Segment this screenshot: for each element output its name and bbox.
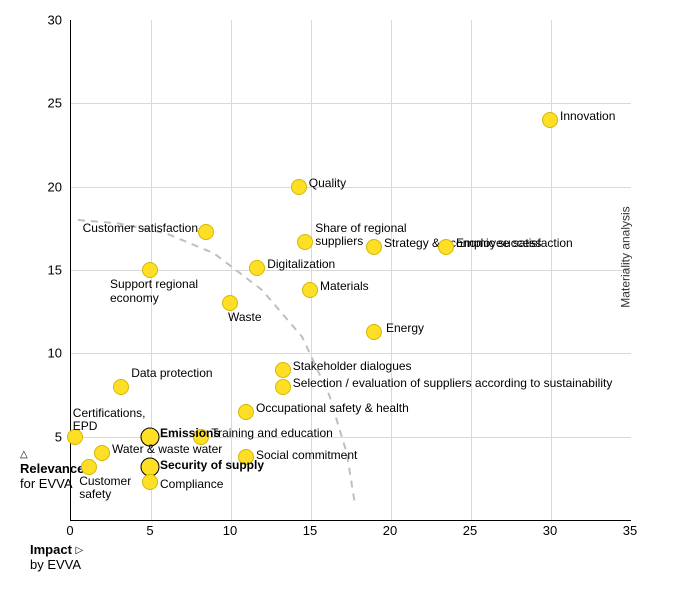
data-point: [142, 474, 158, 490]
data-point: [198, 224, 214, 240]
gridline-h: [71, 103, 631, 104]
data-label: Occupational safety & health: [256, 402, 409, 416]
data-point: [113, 379, 129, 395]
data-label: Certifications,EPD: [73, 407, 146, 435]
data-label: Stakeholder dialogues: [293, 360, 412, 374]
side-caption: Materiality analysis: [618, 206, 632, 307]
data-label: Employee satisfaction: [456, 237, 573, 251]
data-label: Customer satisfaction: [83, 222, 198, 236]
materiality-scatter: Impact ▷ by EVVA △ Relevance for EVVA Ma…: [0, 0, 680, 600]
data-point: [222, 295, 238, 311]
data-label: Social commitment: [256, 449, 357, 463]
data-point: [302, 282, 318, 298]
data-label: Water & waste water: [112, 443, 222, 457]
y-axis-label-sub: for EVVA: [20, 476, 73, 491]
data-label: Materials: [320, 280, 369, 294]
x-tick: 0: [66, 523, 73, 538]
data-point: [366, 324, 382, 340]
gridline-h: [71, 353, 631, 354]
data-point: [291, 179, 307, 195]
x-tick: 35: [623, 523, 637, 538]
y-tick: 10: [48, 346, 62, 361]
x-tick: 30: [543, 523, 557, 538]
data-point: [94, 445, 110, 461]
x-tick: 25: [463, 523, 477, 538]
data-point: [438, 239, 454, 255]
data-label: Quality: [309, 177, 346, 191]
gridline-h: [71, 187, 631, 188]
data-label: Compliance: [160, 478, 223, 492]
data-point: [542, 112, 558, 128]
data-label: Selection / evaluation of suppliers acco…: [293, 377, 613, 391]
y-axis-label: △ Relevance for EVVA: [20, 447, 84, 492]
x-axis-label-sub: by EVVA: [30, 557, 81, 572]
data-point: [275, 362, 291, 378]
data-point: [249, 260, 265, 276]
y-tick: 15: [48, 263, 62, 278]
y-tick: 5: [55, 429, 62, 444]
data-point: [366, 239, 382, 255]
y-tick: 30: [48, 13, 62, 28]
data-label: Security of supply: [160, 459, 264, 473]
data-point: [297, 234, 313, 250]
x-axis-label: Impact ▷ by EVVA: [30, 543, 83, 573]
y-tick: 20: [48, 179, 62, 194]
data-label: Training and education: [211, 427, 333, 441]
triangle-right-icon: ▷: [76, 545, 84, 557]
data-label: Emissions: [160, 427, 220, 441]
x-axis-label-word: Impact: [30, 542, 72, 557]
y-axis-label-word: Relevance: [20, 461, 84, 476]
triangle-up-icon: △: [20, 449, 28, 461]
x-tick: 5: [146, 523, 153, 538]
x-tick: 20: [383, 523, 397, 538]
data-point: [238, 404, 254, 420]
y-tick: 25: [48, 96, 62, 111]
data-point: [81, 459, 97, 475]
data-label: Support regionaleconomy: [110, 278, 198, 306]
x-tick: 15: [303, 523, 317, 538]
data-label: Innovation: [560, 110, 615, 124]
data-label: Customersafety: [79, 475, 131, 503]
data-label: Data protection: [131, 367, 212, 381]
data-point: [275, 379, 291, 395]
x-tick: 10: [223, 523, 237, 538]
data-label: Waste: [228, 311, 262, 325]
data-label: Digitalization: [267, 258, 335, 272]
data-point: [142, 262, 158, 278]
data-label: Energy: [386, 322, 424, 336]
